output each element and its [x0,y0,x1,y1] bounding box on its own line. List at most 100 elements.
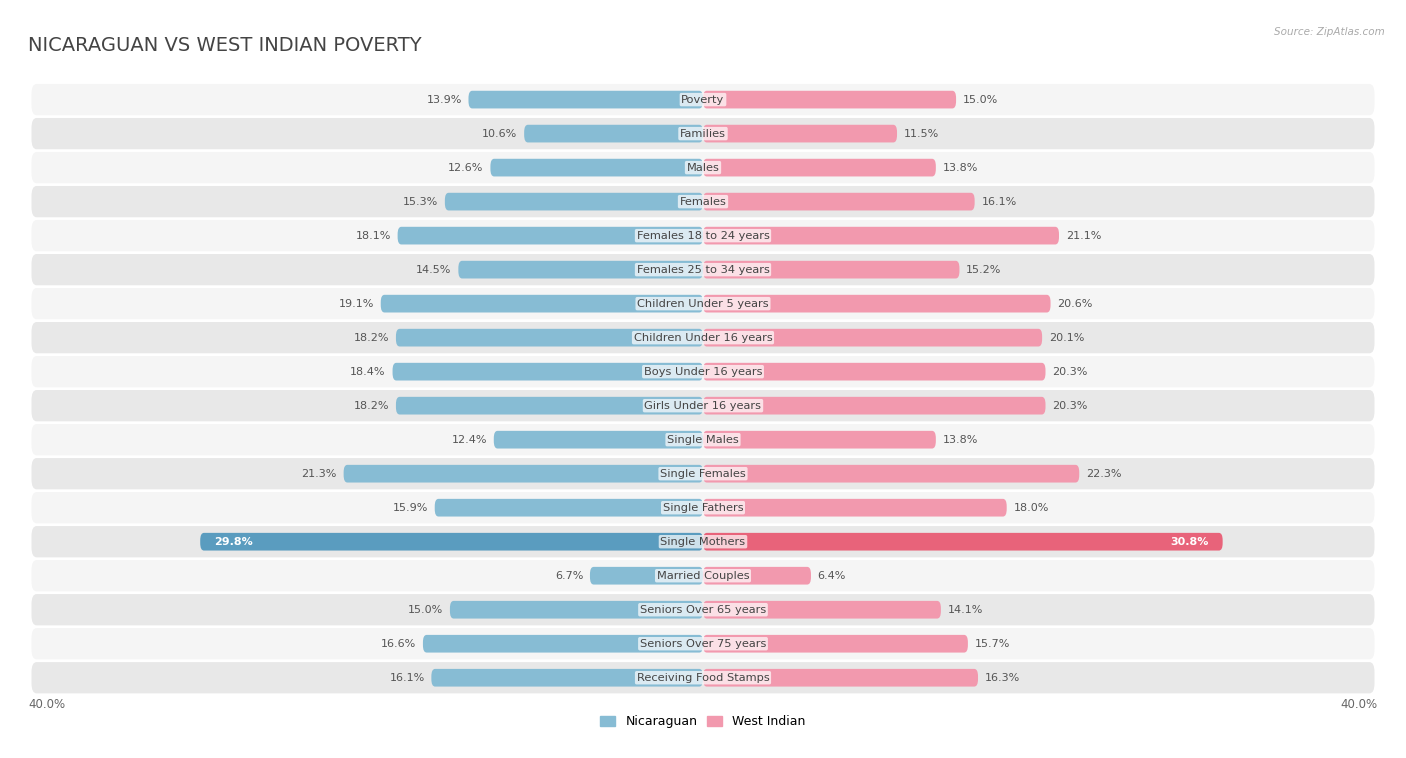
Text: 29.8%: 29.8% [214,537,253,547]
Text: 16.3%: 16.3% [984,673,1019,683]
Text: 30.8%: 30.8% [1171,537,1209,547]
FancyBboxPatch shape [703,533,1223,550]
Text: 21.3%: 21.3% [301,468,337,479]
FancyBboxPatch shape [491,158,703,177]
FancyBboxPatch shape [703,669,979,687]
Text: Poverty: Poverty [682,95,724,105]
FancyBboxPatch shape [703,635,967,653]
Text: 6.7%: 6.7% [555,571,583,581]
FancyBboxPatch shape [396,329,703,346]
Text: 16.1%: 16.1% [981,196,1017,207]
Text: Single Females: Single Females [661,468,745,479]
FancyBboxPatch shape [703,465,1080,483]
Text: 18.2%: 18.2% [354,401,389,411]
Text: 15.9%: 15.9% [392,503,427,512]
Text: Females 18 to 24 years: Females 18 to 24 years [637,230,769,240]
Text: Females: Females [679,196,727,207]
FancyBboxPatch shape [31,628,1375,659]
Text: 22.3%: 22.3% [1085,468,1122,479]
Text: 14.5%: 14.5% [416,265,451,274]
FancyBboxPatch shape [31,356,1375,387]
Text: Married Couples: Married Couples [657,571,749,581]
FancyBboxPatch shape [703,227,1059,245]
Text: 16.1%: 16.1% [389,673,425,683]
FancyBboxPatch shape [31,424,1375,456]
Text: Children Under 5 years: Children Under 5 years [637,299,769,309]
FancyBboxPatch shape [458,261,703,278]
FancyBboxPatch shape [396,397,703,415]
FancyBboxPatch shape [31,492,1375,523]
FancyBboxPatch shape [31,458,1375,490]
Text: 12.6%: 12.6% [449,163,484,173]
FancyBboxPatch shape [703,601,941,619]
FancyBboxPatch shape [31,390,1375,421]
Text: Families: Families [681,129,725,139]
FancyBboxPatch shape [398,227,703,245]
FancyBboxPatch shape [450,601,703,619]
FancyBboxPatch shape [703,193,974,211]
FancyBboxPatch shape [591,567,703,584]
Text: 18.4%: 18.4% [350,367,385,377]
FancyBboxPatch shape [494,431,703,449]
FancyBboxPatch shape [31,84,1375,115]
FancyBboxPatch shape [703,499,1007,516]
Text: 20.1%: 20.1% [1049,333,1084,343]
Text: 14.1%: 14.1% [948,605,983,615]
Text: 13.8%: 13.8% [942,163,979,173]
FancyBboxPatch shape [31,220,1375,252]
Text: Single Mothers: Single Mothers [661,537,745,547]
Text: 15.7%: 15.7% [974,639,1010,649]
Text: 16.6%: 16.6% [381,639,416,649]
FancyBboxPatch shape [200,533,703,550]
Text: 15.3%: 15.3% [404,196,439,207]
FancyBboxPatch shape [703,363,1046,381]
FancyBboxPatch shape [423,635,703,653]
Text: 15.0%: 15.0% [408,605,443,615]
FancyBboxPatch shape [31,254,1375,285]
FancyBboxPatch shape [703,158,936,177]
FancyBboxPatch shape [703,567,811,584]
Text: Boys Under 16 years: Boys Under 16 years [644,367,762,377]
FancyBboxPatch shape [381,295,703,312]
FancyBboxPatch shape [703,397,1046,415]
Text: 18.0%: 18.0% [1014,503,1049,512]
FancyBboxPatch shape [31,322,1375,353]
Text: Seniors Over 65 years: Seniors Over 65 years [640,605,766,615]
FancyBboxPatch shape [31,186,1375,218]
FancyBboxPatch shape [703,125,897,143]
Text: Single Males: Single Males [666,434,740,445]
FancyBboxPatch shape [31,526,1375,557]
Text: Children Under 16 years: Children Under 16 years [634,333,772,343]
Text: 40.0%: 40.0% [28,698,65,711]
Text: Seniors Over 75 years: Seniors Over 75 years [640,639,766,649]
Text: Receiving Food Stamps: Receiving Food Stamps [637,673,769,683]
Text: 6.4%: 6.4% [818,571,846,581]
Text: 10.6%: 10.6% [482,129,517,139]
FancyBboxPatch shape [703,329,1042,346]
Text: 18.1%: 18.1% [356,230,391,240]
Text: 19.1%: 19.1% [339,299,374,309]
FancyBboxPatch shape [343,465,703,483]
Text: 20.3%: 20.3% [1052,401,1088,411]
Text: 40.0%: 40.0% [1341,698,1378,711]
Text: 21.1%: 21.1% [1066,230,1101,240]
Text: 20.3%: 20.3% [1052,367,1088,377]
FancyBboxPatch shape [444,193,703,211]
FancyBboxPatch shape [31,662,1375,694]
Text: 13.9%: 13.9% [426,95,461,105]
FancyBboxPatch shape [31,594,1375,625]
Text: 12.4%: 12.4% [451,434,486,445]
FancyBboxPatch shape [31,560,1375,591]
FancyBboxPatch shape [468,91,703,108]
Text: 15.2%: 15.2% [966,265,1001,274]
Text: Females 25 to 34 years: Females 25 to 34 years [637,265,769,274]
FancyBboxPatch shape [392,363,703,381]
FancyBboxPatch shape [524,125,703,143]
Text: NICARAGUAN VS WEST INDIAN POVERTY: NICARAGUAN VS WEST INDIAN POVERTY [28,36,422,55]
Text: 15.0%: 15.0% [963,95,998,105]
Legend: Nicaraguan, West Indian: Nicaraguan, West Indian [595,710,811,733]
FancyBboxPatch shape [703,431,936,449]
Text: 20.6%: 20.6% [1057,299,1092,309]
Text: Single Fathers: Single Fathers [662,503,744,512]
FancyBboxPatch shape [432,669,703,687]
